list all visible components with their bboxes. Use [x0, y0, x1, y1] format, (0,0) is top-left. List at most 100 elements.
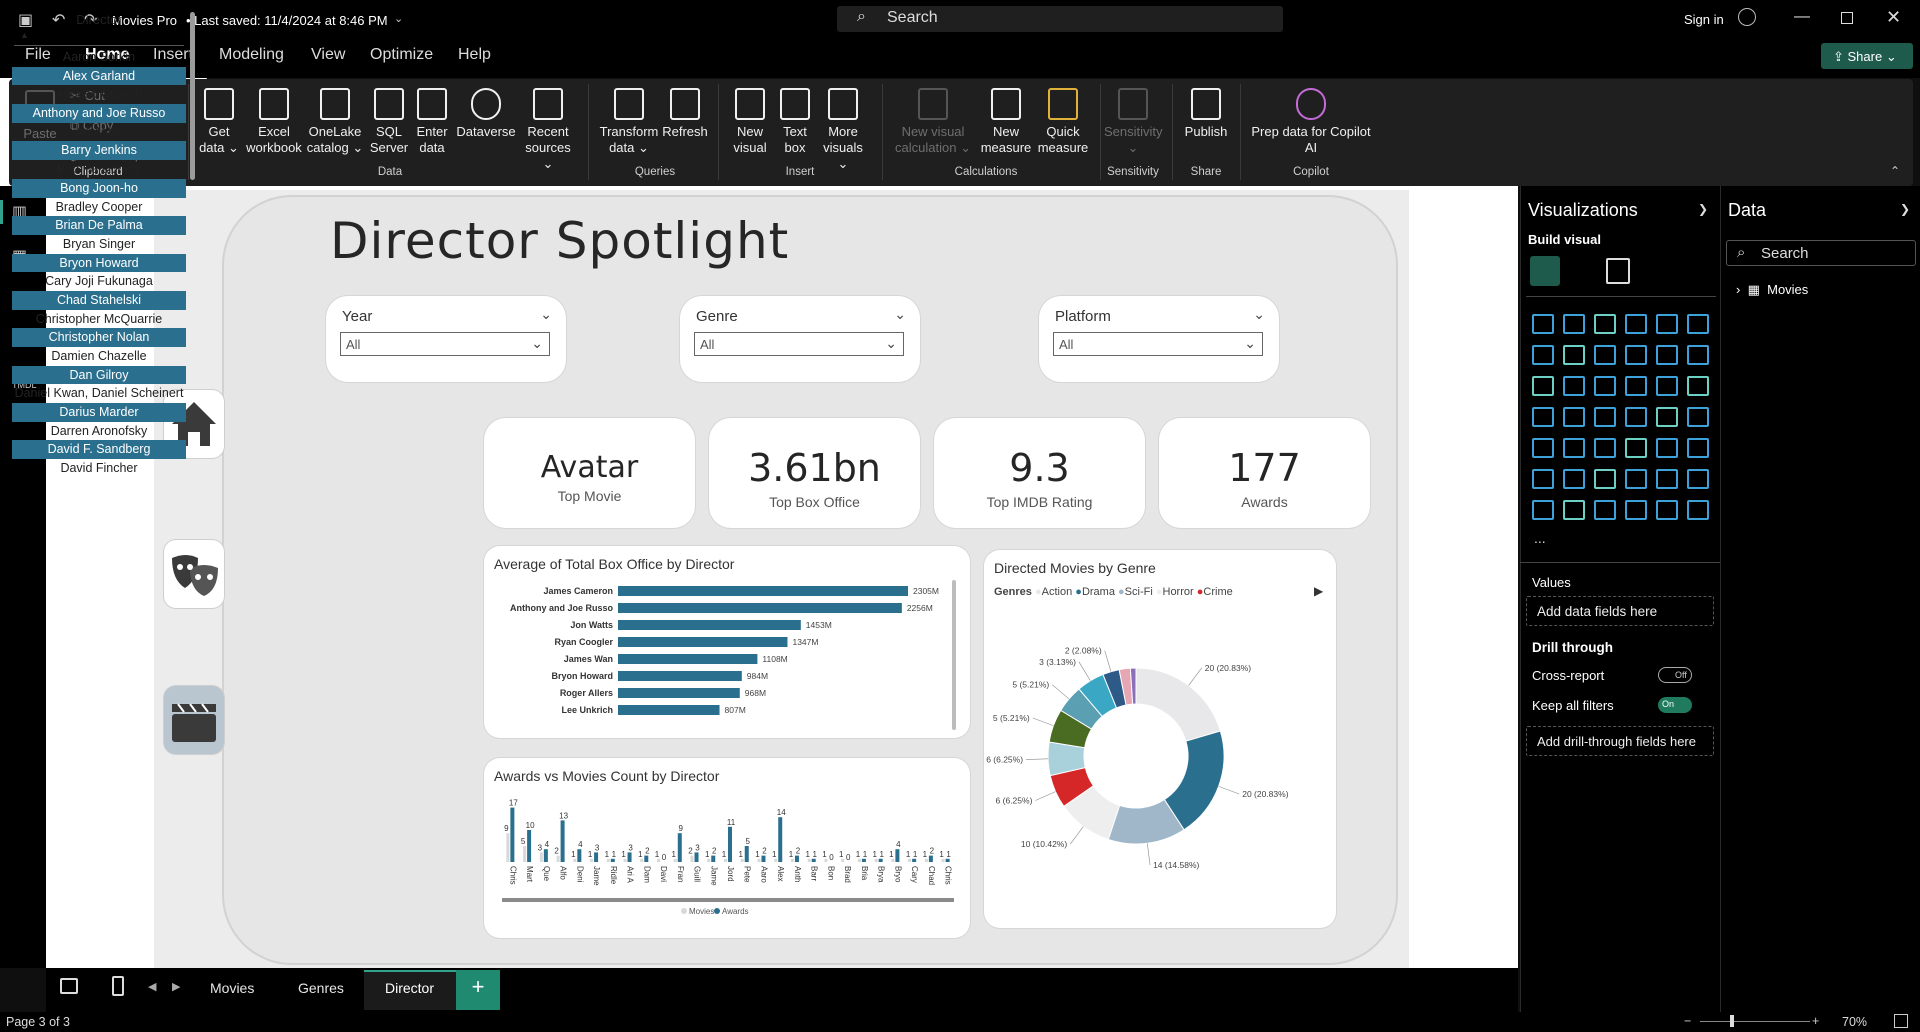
smart-narrative-visual-icon[interactable] — [1532, 500, 1554, 520]
power-apps-visual-icon[interactable] — [1594, 500, 1616, 520]
r-visual-visual-icon[interactable] — [1687, 438, 1709, 458]
chevron-down-icon[interactable]: ⌄ — [540, 306, 552, 322]
trophy-visual-icon[interactable] — [1687, 469, 1709, 489]
director-list-item[interactable]: Bradley Cooper — [55, 199, 143, 214]
format-visual-tab-icon[interactable] — [1606, 258, 1630, 284]
table-movies[interactable]: › ▦ Movies — [1736, 282, 1808, 298]
next-page-icon[interactable]: ▶ — [172, 981, 181, 993]
menu-home[interactable]: Home — [85, 46, 130, 63]
slicer-genre[interactable]: Genre ⌄ All ⌄ — [680, 296, 920, 382]
fit-to-page-icon[interactable] — [1894, 1014, 1908, 1028]
save-icon[interactable]: ▣ — [18, 12, 34, 29]
more-visuals-button[interactable]: More visuals ⌄ — [818, 88, 868, 172]
director-list-item[interactable]: Aaron Sorkin — [62, 50, 136, 64]
build-visual-tab-icon[interactable] — [1530, 256, 1560, 286]
nav-director-button[interactable] — [164, 686, 224, 754]
director-list-item[interactable]: Bob Persichetti — [56, 162, 142, 177]
slicer-year[interactable]: Year ⌄ All ⌄ — [326, 296, 566, 382]
director-list-item[interactable]: Christopher Nolan — [12, 328, 186, 347]
quick-measure-button[interactable]: Quick measure — [1036, 88, 1090, 156]
director-list-item[interactable]: David Fincher — [60, 461, 138, 476]
chevron-down-icon[interactable]: ⌄ — [894, 306, 906, 322]
collapse-ribbon-icon[interactable]: ⌃ — [1890, 164, 1901, 178]
director-list-item[interactable]: Alex Garland — [12, 66, 186, 86]
genre-donut-chart[interactable]: 20 (20.83%) 20 (20.83%) 14 (14.58%) 10 (10.… — [984, 550, 1336, 928]
zoom-out-icon[interactable]: − — [1684, 1014, 1692, 1028]
minimize-icon[interactable]: — — [1794, 8, 1810, 25]
ribbon-visual-icon[interactable] — [1625, 345, 1647, 365]
keep-all-filters-toggle[interactable]: On — [1658, 697, 1692, 713]
sql-server-button[interactable]: SQL Server — [368, 88, 410, 156]
director-list-item[interactable]: Cary Joji Fukunaga — [45, 274, 153, 289]
director-list-item[interactable]: Dan Gilroy — [12, 365, 186, 385]
director-list-item[interactable]: Christopher McQuarrie — [35, 311, 163, 326]
director-list-item[interactable]: Bryon Howard — [12, 253, 186, 273]
paginated-visual-icon[interactable] — [1656, 469, 1678, 489]
new-measure-button[interactable]: New measure — [978, 88, 1034, 156]
director-list-header[interactable]: Director ▲ — [14, 10, 184, 46]
menu-modeling[interactable]: Modeling — [219, 46, 284, 63]
arcgis-visual-icon[interactable] — [1687, 500, 1709, 520]
chevron-down-icon[interactable]: ⌄ — [1253, 306, 1265, 322]
slicer-dropdown[interactable]: All ⌄ — [694, 332, 904, 356]
onelake-catalog-button[interactable]: OneLake catalog ⌄ — [306, 88, 364, 156]
treemap-visual-icon[interactable] — [1532, 407, 1554, 427]
tab-genres[interactable]: Genres — [298, 980, 344, 996]
clustered-bar-visual-icon[interactable] — [1594, 314, 1616, 334]
prev-page-icon[interactable]: ◀ — [148, 981, 157, 993]
cut-button[interactable]: ✂ Cut — [70, 88, 105, 103]
director-list-item[interactable]: Brian De Palma — [12, 216, 186, 235]
decomposition-tree-visual-icon[interactable] — [1594, 469, 1616, 489]
director-list-item[interactable]: Chad Stahelski — [12, 290, 186, 310]
menu-insert[interactable]: Insert — [153, 46, 194, 63]
nav-genres-button[interactable] — [164, 540, 224, 608]
line-stacked-visual-icon[interactable] — [1563, 376, 1585, 396]
refresh-button[interactable]: Refresh — [662, 88, 708, 140]
multi-row-card-visual-icon[interactable] — [1532, 438, 1554, 458]
chevron-right-icon[interactable]: › — [1736, 282, 1741, 297]
genre-donut-card[interactable]: Directed Movies by Genre Genres ●Action … — [984, 550, 1336, 928]
stacked-column-visual-icon[interactable] — [1563, 314, 1585, 334]
line-visual-icon[interactable] — [1532, 345, 1554, 365]
zoom-in-icon[interactable]: + — [1812, 1014, 1820, 1028]
clustered-column-visual-icon[interactable] — [1625, 314, 1647, 334]
python-visual-visual-icon[interactable] — [1532, 469, 1554, 489]
director-list-item[interactable]: Darren Aronofsky — [50, 423, 148, 438]
slicer-platform[interactable]: Platform ⌄ All ⌄ — [1039, 296, 1279, 382]
director-slicer[interactable]: Director ▲ Aaron Sorkin Alex Garland Alfons… — [0, 0, 206, 486]
mobile-layout-icon[interactable] — [112, 976, 124, 996]
zoom-slider[interactable] — [1700, 1021, 1810, 1022]
director-list-scrollbar[interactable] — [190, 12, 195, 180]
text-box-button[interactable]: Text box — [776, 88, 814, 156]
share-button[interactable]: ⇪ Share ⌄ — [1821, 43, 1913, 69]
metrics-visual-icon[interactable] — [1563, 500, 1585, 520]
cross-report-toggle[interactable]: Off — [1658, 667, 1692, 683]
filled-map-visual-icon[interactable] — [1594, 407, 1616, 427]
area-visual-icon[interactable] — [1563, 345, 1585, 365]
menu-file[interactable]: File — [25, 46, 51, 63]
prep-data-for-copilot-button[interactable]: Prep data for Copilot AI — [1246, 88, 1376, 156]
power-automate-visual-icon[interactable] — [1625, 500, 1647, 520]
kpi-visual-icon[interactable] — [1563, 438, 1585, 458]
slicer-dropdown[interactable]: All ⌄ — [1053, 332, 1263, 356]
collapse-pane-icon[interactable]: ❯ — [1698, 202, 1709, 216]
key-influencers-visual-icon[interactable] — [1563, 469, 1585, 489]
scatter-visual-icon[interactable] — [1625, 376, 1647, 396]
box-office-bar-chart[interactable]: James Cameron 2305M Anthony and Joe Russo 2… — [484, 546, 970, 738]
donut-visual-icon[interactable] — [1687, 376, 1709, 396]
100-bar-visual-icon[interactable] — [1656, 314, 1678, 334]
undo-icon[interactable]: ↶ — [52, 12, 66, 29]
avatar-icon[interactable] — [1738, 8, 1756, 26]
get-data-button[interactable]: Get data ⌄ — [197, 88, 241, 156]
collapse-pane-icon[interactable]: ❯ — [1900, 202, 1911, 216]
new-visual-calculation-button[interactable]: New visual calculation ⌄ — [895, 88, 971, 156]
dataverse-button[interactable]: Dataverse — [454, 88, 518, 140]
map-visual-icon[interactable] — [1563, 407, 1585, 427]
director-list-item[interactable]: Anthony and Joe Russo — [12, 104, 186, 123]
card-visual-icon[interactable] — [1687, 407, 1709, 427]
slicer-visual-icon[interactable] — [1594, 438, 1616, 458]
slicer-dropdown[interactable]: All ⌄ — [340, 332, 550, 356]
director-list-item[interactable]: Barry Jenkins — [12, 141, 186, 161]
desktop-layout-icon[interactable] — [60, 978, 78, 994]
